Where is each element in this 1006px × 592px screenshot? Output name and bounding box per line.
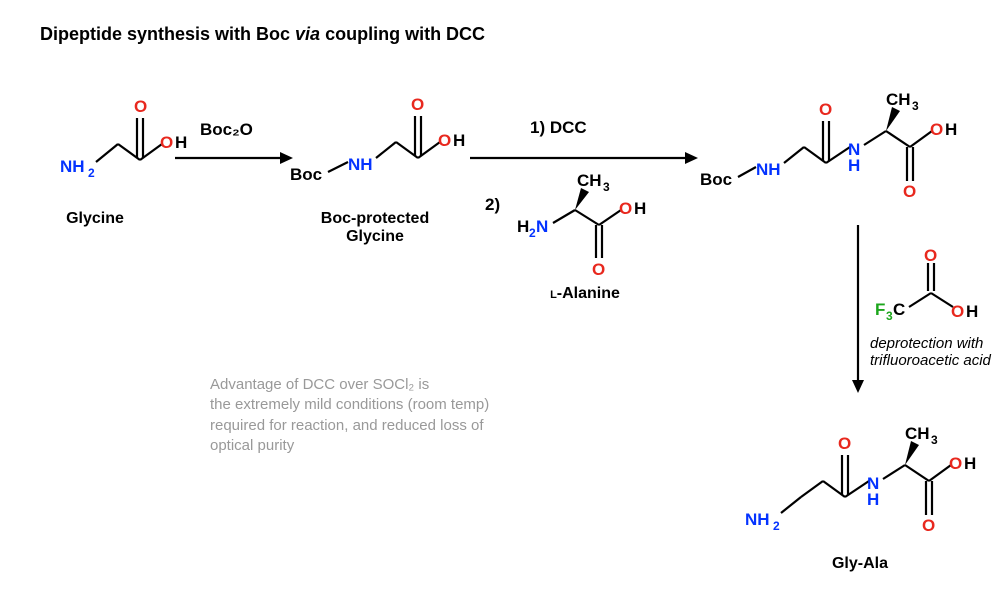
ch3: CH [577, 171, 602, 190]
carbonyl-o1: O [838, 434, 851, 453]
alanine-label: l-Alanine [540, 285, 630, 303]
nh2-sub: 2 [773, 519, 780, 533]
deprotection-note: deprotection with trifluoroacetic acid [870, 335, 991, 369]
nh2-sub: 2 [88, 166, 95, 180]
tfa-structure: F3C O OH [875, 255, 985, 335]
oh-o: O [951, 302, 964, 321]
h2n-sub: 2 [529, 226, 536, 240]
step2-label: 2) [485, 195, 500, 215]
nh-atom: NH [756, 160, 781, 179]
gly-ala-structure: NH2 O N H CH3 O OH [745, 405, 985, 545]
nh2-atom: NH [60, 157, 85, 176]
boc-label: Boc [290, 165, 322, 184]
glycine-structure: NH2 O OH [60, 80, 180, 190]
arrow-step1 [175, 148, 295, 168]
page-title: Dipeptide synthesis with Boc via couplin… [40, 24, 485, 45]
h2n-n: N [536, 217, 548, 236]
ch3: CH [905, 424, 930, 443]
oh-h: H [634, 199, 646, 218]
f3c-sub: 3 [886, 309, 893, 323]
title-part-c: coupling with DCC [320, 24, 485, 44]
f3c-f: F [875, 300, 885, 319]
boc-label: Boc [700, 170, 732, 189]
carbonyl-o: O [134, 97, 147, 116]
ch3-sub: 3 [931, 433, 938, 447]
f3c-c: C [893, 300, 905, 319]
title-part-a: Dipeptide synthesis with Boc [40, 24, 295, 44]
amide-h: H [848, 156, 860, 175]
oh-h: H [964, 454, 976, 473]
nh-atom: NH [348, 155, 373, 174]
oh-o: O [160, 133, 173, 152]
amide-h: H [867, 490, 879, 509]
oh-h: H [945, 120, 957, 139]
carbonyl-o1: O [819, 100, 832, 119]
boc-glycine-structure: Boc NH O OH [290, 80, 460, 190]
carbonyl-o2: O [903, 182, 916, 201]
carbonyl-o2: O [922, 516, 935, 535]
boc2o-reagent: Boc₂O [200, 120, 253, 140]
boc-glycine-label: Boc-protected Glycine [305, 210, 445, 246]
ch3-sub: 3 [603, 180, 610, 194]
oh-o: O [438, 131, 451, 150]
dcc-reagent: 1) DCC [530, 118, 587, 138]
ch3-sub: 3 [912, 99, 919, 113]
gly-ala-label: Gly-Ala [820, 555, 900, 573]
oh-h: H [453, 131, 465, 150]
alanine-structure: H2N CH3 O OH [517, 170, 667, 290]
nh2-atom: NH [745, 510, 770, 529]
arrow-step3 [848, 225, 868, 395]
oh-h: H [966, 302, 978, 321]
glycine-label: Glycine [45, 210, 145, 228]
h2n-h: H [517, 217, 529, 236]
oh-o: O [949, 454, 962, 473]
title-part-b: via [295, 24, 320, 44]
oh-o: O [930, 120, 943, 139]
carbonyl-o: O [924, 246, 937, 265]
boc-gly-ala-structure: Boc NH O N H CH3 O OH [700, 75, 980, 205]
advantage-note: Advantage of DCC over SOCl₂ is the extre… [210, 375, 550, 456]
carbonyl-o: O [411, 95, 424, 114]
ch3: CH [886, 90, 911, 109]
carbonyl-o: O [592, 260, 605, 279]
oh-o: O [619, 199, 632, 218]
arrow-step2 [470, 148, 700, 168]
